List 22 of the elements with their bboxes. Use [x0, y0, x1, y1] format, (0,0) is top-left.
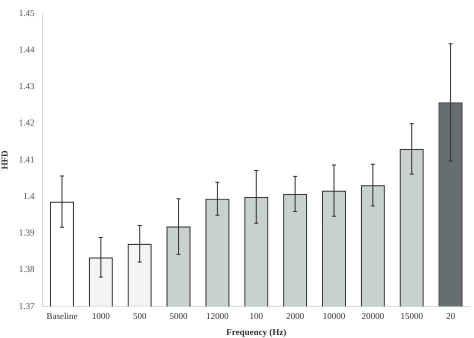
x-tick-label: 1000 [92, 311, 110, 322]
y-tick-label: 1.42 [18, 118, 35, 128]
x-tick-label: 20000 [362, 311, 385, 322]
x-tick-label: 15000 [400, 311, 424, 322]
x-tick-label: 5000 [170, 311, 188, 322]
y-tick-label: 1.44 [18, 44, 36, 54]
y-tick-label: 1.45 [18, 8, 36, 18]
x-axis-title: Frequency (Hz) [226, 326, 286, 337]
y-tick-label: 1.37 [18, 300, 36, 311]
x-tick-label: 12000 [206, 311, 230, 322]
x-tick-label: 20 [446, 311, 456, 322]
y-tick-label: 1.39 [18, 228, 36, 238]
y-tick-label: 1.41 [18, 154, 35, 164]
x-tick-label: 100 [250, 311, 264, 322]
y-axis-title: HFD [0, 150, 10, 170]
x-tick-label: 500 [132, 311, 147, 322]
x-tick-label: 2000 [286, 311, 305, 322]
y-tick-label: 1.4 [23, 190, 36, 201]
y-tick-label: 1.38 [18, 264, 36, 274]
x-tick-label: 10000 [322, 311, 346, 322]
x-tick-label: Baseline [46, 311, 78, 322]
y-tick-label: 1.43 [18, 81, 36, 92]
